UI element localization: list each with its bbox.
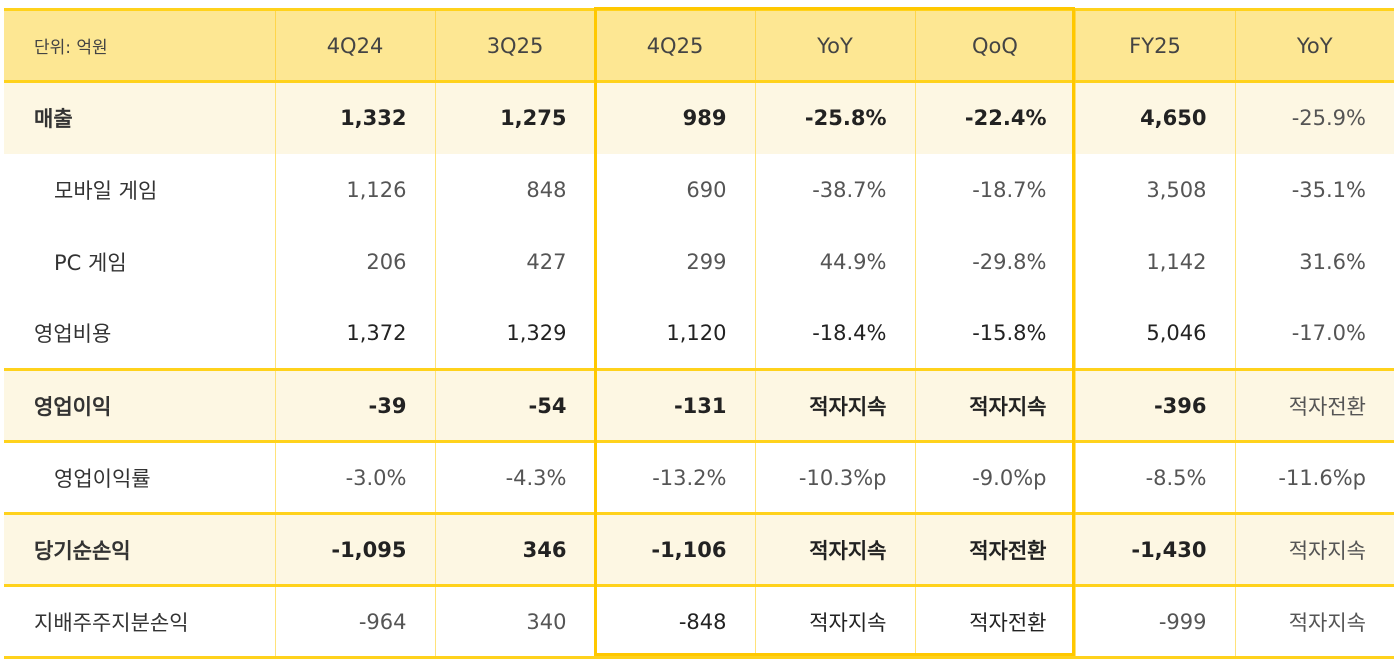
row-label: 지배주주지분손익 (4, 585, 275, 659)
col-header-qoq: QoQ (914, 8, 1075, 83)
cell: -35.1% (1234, 153, 1394, 226)
cell: 적자지속 (754, 368, 915, 443)
cell: 346 (434, 512, 595, 587)
cell: -25.9% (1234, 81, 1394, 154)
cell: 적자지속 (754, 585, 915, 659)
row-label: 영업비용 (34, 321, 112, 346)
cell: 340 (434, 585, 595, 659)
cell: 1,142 (1074, 225, 1235, 298)
cell: 690 (594, 153, 755, 226)
cell: 206 (274, 225, 435, 298)
cell: 1,329 (434, 297, 595, 370)
cell: -29.8% (914, 225, 1075, 298)
cell: 적자전환 (914, 585, 1075, 659)
cell: -9.0%p (914, 441, 1075, 514)
row-label: 모바일 게임 (54, 178, 158, 203)
table-row-controlling-interest: 지배주주지분손익 -964 340 -848 적자지속 적자전환 -999 적자… (4, 585, 1394, 659)
cell: -22.4% (914, 81, 1075, 154)
cell: -15.8% (914, 297, 1075, 370)
col-header-yoy: YoY (754, 8, 915, 83)
table-row-operating-profit: 영업이익 -39 -54 -131 적자지속 적자지속 -396 적자전환 (4, 368, 1394, 443)
cell: -4.3% (434, 441, 595, 514)
cell: 적자전환 (914, 512, 1075, 587)
cell: 1,126 (274, 153, 435, 226)
cell: -848 (594, 585, 755, 659)
cell: 44.9% (754, 225, 915, 298)
row-label: PC 게임 (54, 250, 127, 275)
row-label: 영업이익 (4, 368, 275, 443)
table-row-revenue: 매출 1,332 1,275 989 -25.8% -22.4% 4,650 -… (4, 81, 1394, 154)
row-label: 매출 (4, 81, 275, 154)
table-row-operating-margin: 영업이익률 -3.0% -4.3% -13.2% -10.3%p -9.0%p … (4, 441, 1394, 514)
table-row-operating-expenses: 영업비용 1,372 1,329 1,120 -18.4% -15.8% 5,0… (4, 297, 1394, 370)
cell: -38.7% (754, 153, 915, 226)
cell: 적자전환 (1234, 368, 1394, 443)
financial-results-table: 단위: 억원 4Q24 3Q25 4Q25 YoY QoQ FY25 YoY 매… (4, 8, 1394, 659)
cell: 1,372 (274, 297, 435, 370)
row-label: 당기순손익 (4, 512, 275, 587)
cell: -39 (274, 368, 435, 443)
cell: -25.8% (754, 81, 915, 154)
col-header-3q25: 3Q25 (434, 8, 595, 83)
cell: -54 (434, 368, 595, 443)
table-row-mobile-game: 모바일 게임 1,126 848 690 -38.7% -18.7% 3,508… (4, 153, 1394, 226)
cell: -999 (1074, 585, 1235, 659)
cell: -396 (1074, 368, 1235, 443)
table-row-net-income: 당기순손익 -1,095 346 -1,106 적자지속 적자전환 -1,430… (4, 512, 1394, 587)
cell: -964 (274, 585, 435, 659)
cell: 427 (434, 225, 595, 298)
cell: -18.4% (754, 297, 915, 370)
cell: -13.2% (594, 441, 755, 514)
cell: 989 (594, 81, 755, 154)
cell: 5,046 (1074, 297, 1235, 370)
row-label: 영업이익률 (54, 466, 151, 491)
cell: 848 (434, 153, 595, 226)
col-header-fy-yoy: YoY (1234, 8, 1394, 83)
cell: 1,120 (594, 297, 755, 370)
cell: -8.5% (1074, 441, 1235, 514)
cell: 적자지속 (1234, 585, 1394, 659)
cell: -1,095 (274, 512, 435, 587)
cell: 31.6% (1234, 225, 1394, 298)
cell: 적자지속 (1234, 512, 1394, 587)
cell: 1,332 (274, 81, 435, 154)
cell: -11.6%p (1234, 441, 1394, 514)
cell: -10.3%p (754, 441, 915, 514)
table-row-pc-game: PC 게임 206 427 299 44.9% -29.8% 1,142 31.… (4, 225, 1394, 298)
unit-label: 단위: 억원 (4, 8, 275, 83)
cell: 3,508 (1074, 153, 1235, 226)
col-header-4q25: 4Q25 (594, 8, 755, 83)
header-row: 단위: 억원 4Q24 3Q25 4Q25 YoY QoQ FY25 YoY (4, 8, 1394, 83)
col-header-4q24: 4Q24 (274, 8, 435, 83)
cell: 1,275 (434, 81, 595, 154)
cell: -131 (594, 368, 755, 443)
cell: 적자지속 (914, 368, 1075, 443)
col-header-fy25: FY25 (1074, 8, 1235, 83)
cell: -17.0% (1234, 297, 1394, 370)
cell: 299 (594, 225, 755, 298)
cell: -18.7% (914, 153, 1075, 226)
cell: 적자지속 (754, 512, 915, 587)
cell: -3.0% (274, 441, 435, 514)
cell: 4,650 (1074, 81, 1235, 154)
cell: -1,430 (1074, 512, 1235, 587)
cell: -1,106 (594, 512, 755, 587)
